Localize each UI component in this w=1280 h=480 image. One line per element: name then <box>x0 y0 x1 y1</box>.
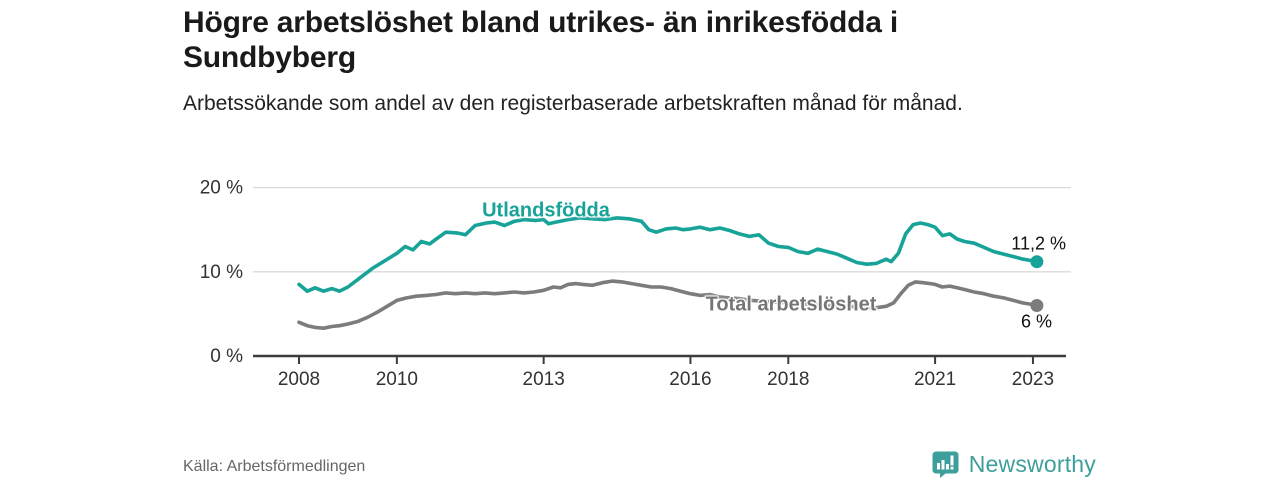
series-label-utlandsfodda: Utlandsfödda <box>482 199 610 222</box>
series-line-0 <box>297 216 1039 294</box>
chart-header: Högre arbetslöshet bland utrikes- än inr… <box>183 6 1083 117</box>
y-tick-label-20: 20 % <box>200 178 243 199</box>
logo-exclamation-dot <box>950 466 954 470</box>
chart-footer: Källa: Arbetsförmedlingen Newsworthy <box>0 450 1280 480</box>
newsworthy-logo-icon <box>932 451 959 478</box>
y-tick-label-10: 10 % <box>200 262 243 283</box>
series-end-dot-1 <box>1030 298 1044 312</box>
x-tick-label-2023: 2023 <box>1012 369 1054 390</box>
x-tick-label-2010: 2010 <box>376 369 418 390</box>
logo-exclamation-bar <box>950 455 954 466</box>
y-tick-label-0: 0 % <box>210 346 243 367</box>
end-value-label-total: 6 % <box>1020 311 1052 332</box>
source-note: Källa: Arbetsförmedlingen <box>183 458 366 475</box>
page-title: Högre arbetslöshet bland utrikes- än inr… <box>183 6 898 74</box>
logo-bubble-shape <box>932 451 959 478</box>
x-tick-label-2016: 2016 <box>669 369 711 390</box>
series-line-1 <box>297 279 1039 331</box>
x-tick-label-2008: 2008 <box>278 369 320 390</box>
logo-bar-3 <box>945 464 949 470</box>
x-tick-label-2013: 2013 <box>523 369 565 390</box>
x-tick-label-2021: 2021 <box>914 369 956 390</box>
brand-name: Newsworthy <box>968 451 1096 477</box>
end-value-label-utlandsfodda: 11,2 % <box>1011 233 1066 254</box>
series-end-dot-0 <box>1030 255 1044 269</box>
logo-bar-2 <box>941 460 945 470</box>
logo-bar-1 <box>936 463 940 470</box>
x-tick-label-2018: 2018 <box>767 369 809 390</box>
newsworthy-brand: Newsworthy <box>931 450 1096 479</box>
page-subtitle: Arbetssökande som andel av den registerb… <box>183 91 963 115</box>
series-label-total-arbetsloshet: Total arbetslöshet <box>705 293 877 316</box>
